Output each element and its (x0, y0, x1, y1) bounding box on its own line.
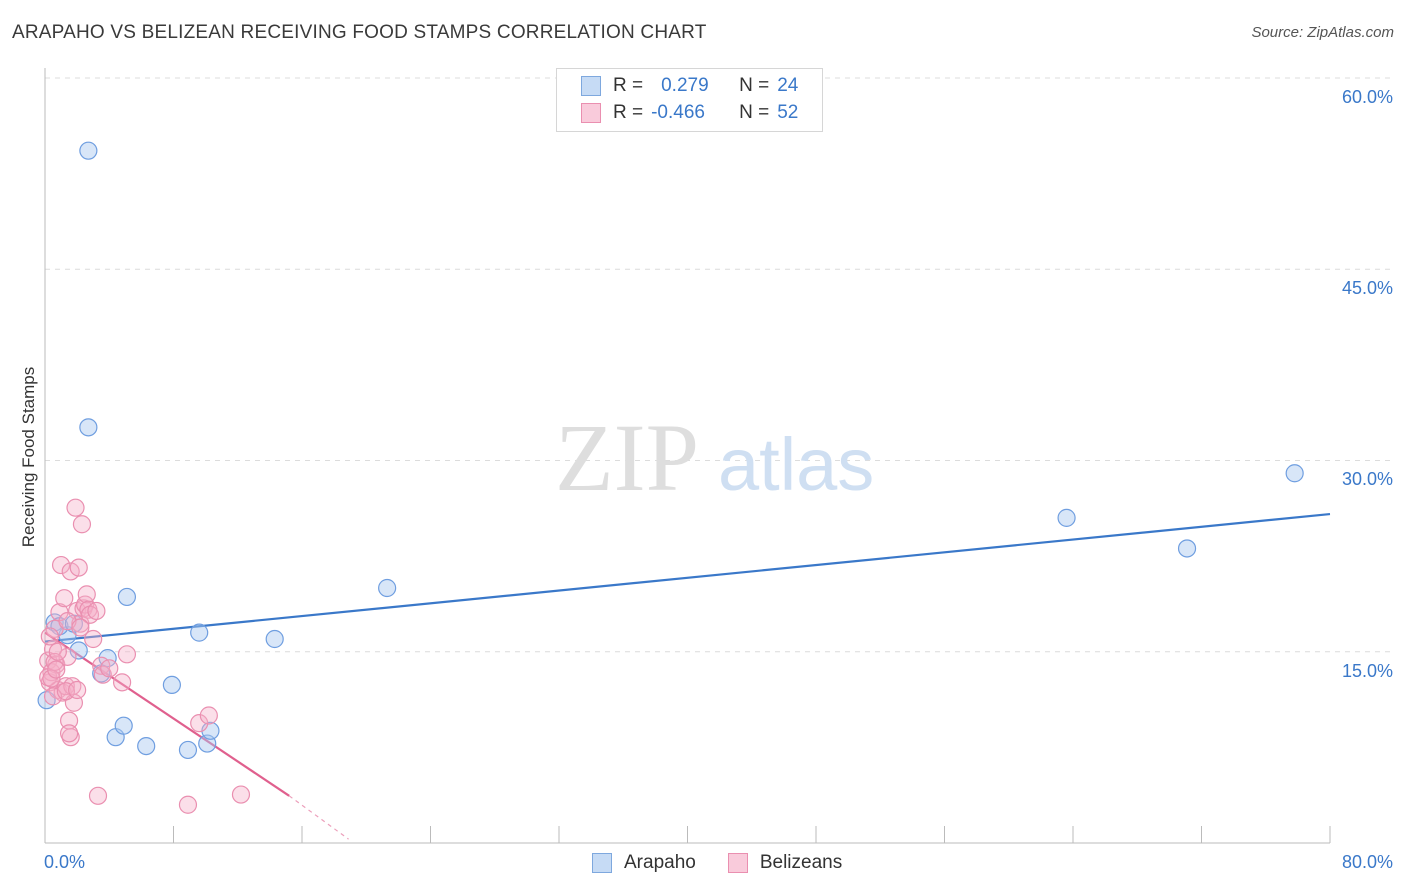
belizeans-point (84, 629, 103, 649)
arapaho-point (190, 623, 209, 642)
belizeans-point (56, 677, 75, 696)
belizeans-point (199, 706, 218, 725)
trend-lines (44, 512, 1331, 840)
arapaho-point (69, 641, 88, 660)
arapaho-point (117, 587, 137, 607)
legend-item-arapaho: Arapaho (592, 852, 696, 874)
x-tick-80: 80.0% (1341, 852, 1393, 872)
arapaho-point (114, 716, 133, 735)
legend-label-belizeans: Belizeans (759, 852, 843, 873)
belizeans-point (112, 673, 132, 692)
y-tick-60: 60.0% (1341, 87, 1393, 107)
belizeans-point (231, 785, 251, 804)
gridlines (45, 77, 1395, 653)
arapaho-point (162, 675, 181, 695)
arapaho-point (265, 629, 284, 649)
legend-label-arapaho: Arapaho (624, 852, 696, 873)
y-tick-15: 15.0% (1341, 661, 1393, 681)
arapaho-swatch (581, 76, 601, 96)
source-label: Source: ZipAtlas.com (1251, 24, 1394, 41)
n-label: N = (739, 102, 770, 123)
arapaho-point (1285, 464, 1304, 483)
data-points (37, 141, 1304, 814)
legend-row-arapaho: R = 0.279 N = 24 (581, 74, 798, 98)
belizeans-point (72, 515, 92, 534)
watermark-zip: ZIP (555, 404, 699, 511)
arapaho-point (79, 418, 98, 437)
belizeans-point (48, 642, 67, 661)
correlation-legend: R = 0.279 N = 24 R = -0.466 N = 52 (556, 68, 823, 132)
arapaho-trend-line (44, 512, 1331, 643)
belizeans-point (71, 618, 90, 637)
r-value: 0.279 (661, 75, 709, 96)
belizeans-point (77, 585, 96, 604)
r-label: R = (613, 75, 644, 96)
arapaho-point (378, 578, 397, 598)
r-label: R = (613, 102, 644, 123)
belizeans-point (51, 555, 71, 575)
y-tick-30: 30.0% (1341, 469, 1393, 489)
belizeans-point (40, 627, 59, 646)
belizeans-point (47, 660, 66, 679)
arapaho-point (137, 736, 156, 756)
belizeans-point (117, 645, 137, 664)
arapaho-point (1177, 539, 1197, 558)
series-legend: Arapaho Belizeans (592, 852, 874, 874)
watermark-atlas: atlas (718, 423, 874, 506)
belizeans-trend-line (44, 631, 290, 797)
belizeans-trend-extension (288, 795, 349, 840)
belizeans-point (100, 659, 119, 678)
belizeans-point (66, 498, 85, 517)
n-label: N = (739, 75, 770, 96)
arapaho-swatch (592, 853, 612, 873)
belizeans-point (87, 601, 106, 621)
belizeans-swatch (727, 853, 748, 873)
x-tick-0: 0.0% (44, 852, 86, 872)
legend-row-belizeans: R = -0.466 N = 52 (581, 101, 798, 125)
chart-title: ARAPAHO VS BELIZEAN RECEIVING FOOD STAMP… (12, 22, 707, 43)
y-axis-label: Receiving Food Stamps (19, 366, 38, 548)
belizeans-point (68, 680, 87, 700)
legend-item-belizeans: Belizeans (727, 852, 843, 874)
belizeans-point (59, 724, 79, 743)
axes (44, 68, 1331, 844)
n-value: 24 (777, 75, 799, 96)
n-value: 52 (777, 102, 799, 123)
belizeans-point (45, 652, 64, 672)
belizeans-swatch (581, 103, 601, 123)
arapaho-point (79, 141, 98, 160)
belizeans-point (190, 714, 209, 733)
belizeans-point (69, 558, 88, 577)
belizeans-point (88, 786, 108, 805)
belizeans-point (55, 589, 74, 608)
belizeans-point (178, 795, 198, 814)
arapaho-point (178, 740, 198, 760)
r-value: -0.466 (651, 102, 705, 123)
arapaho-point (1057, 508, 1076, 527)
y-tick-45: 45.0% (1341, 278, 1393, 298)
